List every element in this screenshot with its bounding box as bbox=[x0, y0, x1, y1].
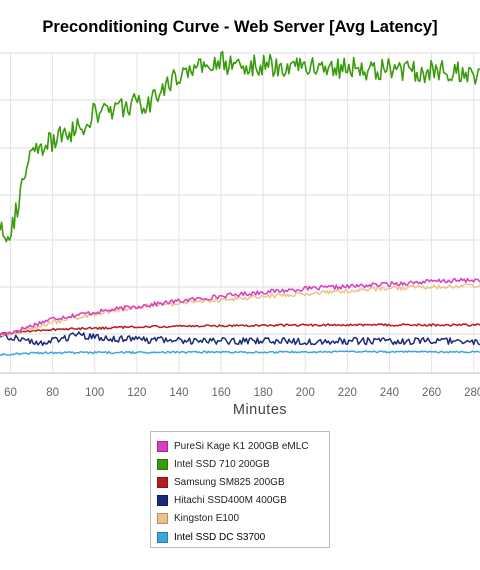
legend-label-hitachi: Hitachi SSD400M 400GB bbox=[174, 495, 287, 507]
legend-label-intel-710: Intel SSD 710 200GB bbox=[174, 458, 270, 470]
grid-lines bbox=[0, 52, 480, 374]
legend-item-samsung: Samsung SM825 200GB bbox=[151, 473, 329, 491]
legend-swatch-puresi bbox=[157, 440, 168, 452]
legend-item-kingston: Kingston E100 bbox=[151, 510, 329, 528]
x-tick-labels: 60 80 100 120 140 160 180 200 220 240 260 280 bbox=[4, 387, 480, 399]
x-tick-label: 280 bbox=[464, 387, 480, 399]
x-tick-label: 60 bbox=[4, 387, 17, 399]
x-tick-label: 100 bbox=[85, 387, 104, 399]
legend-label-intel-dc: Intel SSD DC S3700 bbox=[174, 531, 266, 543]
legend-swatch-samsung bbox=[157, 476, 168, 488]
legend-label-kingston: Kingston E100 bbox=[174, 513, 240, 525]
series-line-intel-dc bbox=[0, 350, 480, 356]
x-tick-label: 220 bbox=[338, 387, 357, 399]
x-tick-label: 120 bbox=[127, 387, 146, 399]
legend-item-intel-dc: Intel SSD DC S3700 bbox=[151, 528, 329, 546]
x-axis-label: Minutes bbox=[232, 402, 288, 418]
legend-label-samsung: Samsung SM825 200GB bbox=[174, 476, 285, 488]
legend-swatch-kingston bbox=[157, 513, 168, 525]
legend-swatch-hitachi bbox=[157, 495, 168, 507]
legend-item-puresi: PureSi Kage K1 200GB eMLC bbox=[151, 437, 329, 455]
x-tick-label: 140 bbox=[169, 387, 188, 399]
series-line-hitachi bbox=[0, 331, 480, 347]
legend-label-puresi: PureSi Kage K1 200GB eMLC bbox=[174, 440, 309, 452]
x-tick-label: 180 bbox=[254, 387, 273, 399]
x-tick-label: 240 bbox=[380, 387, 399, 399]
legend-item-intel-710: Intel SSD 710 200GB bbox=[151, 455, 329, 473]
series-line-puresi bbox=[0, 277, 480, 337]
chart-legend: PureSi Kage K1 200GB eMLC Intel SSD 710 … bbox=[150, 431, 330, 548]
series-line-samsung bbox=[0, 323, 480, 336]
legend-item-hitachi: Hitachi SSD400M 400GB bbox=[151, 492, 329, 510]
x-tick-label: 160 bbox=[211, 387, 230, 399]
series-line-kingston bbox=[0, 283, 480, 337]
series-line-intel-710 bbox=[0, 50, 480, 243]
line-chart-plot: 60 80 100 120 140 160 180 200 220 240 260 280 bbox=[0, 50, 480, 399]
x-tick-label: 80 bbox=[46, 387, 59, 399]
legend-swatch-intel-dc bbox=[157, 531, 168, 543]
legend-swatch-intel-710 bbox=[157, 458, 168, 470]
chart-title: Preconditioning Curve - Web Server [Avg … bbox=[42, 18, 438, 36]
x-tick-label: 200 bbox=[296, 387, 315, 399]
x-tick-label: 260 bbox=[422, 387, 441, 399]
series-lines bbox=[0, 50, 480, 356]
